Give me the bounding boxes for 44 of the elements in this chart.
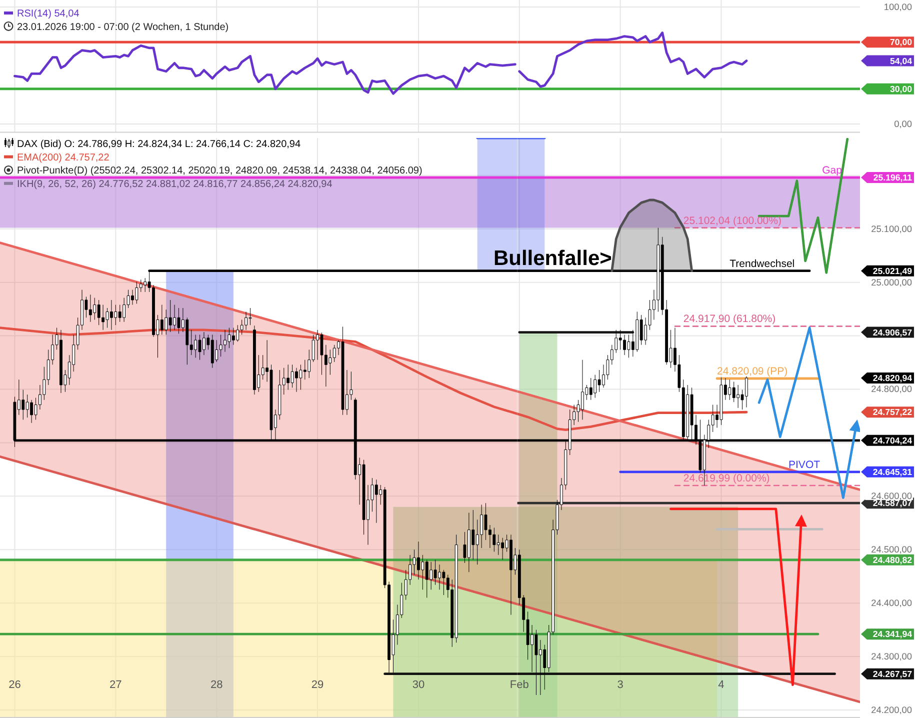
y-tick-label: 24.906,57	[872, 327, 912, 338]
annotation: 25.102,04 (100.00%)	[683, 214, 782, 227]
y-tick-label: 70,00	[890, 37, 912, 48]
y-tick-label: 24.757,22	[872, 407, 912, 418]
x-tick-label: 29	[311, 679, 324, 691]
y-tick-label: 25.000,00	[871, 277, 912, 288]
y-tick-label: 0,00	[894, 119, 912, 130]
annotation: Pivot-Punkte(D) (25502.24, 25302.14, 25020.19, 24820.09, 24538.14, 24338.04, 24056.09)	[17, 166, 422, 177]
y-tick-label: 24.200,00	[871, 704, 912, 715]
y-tick-label: 30,00	[890, 84, 912, 94]
y-tick-label: 25.021,49	[872, 266, 912, 276]
x-tick-label: Feb	[510, 679, 529, 691]
x-tick-label: 30	[412, 679, 425, 691]
legend-label: DAX (Bid) O: 24.786,99 H: 24.824,34 L: 24.766,14 C: 24.820,94	[17, 139, 301, 150]
y-tick-label: 24.267,57	[872, 668, 912, 679]
y-tick-label: 25.196,11	[873, 172, 912, 182]
y-tick-label: 24.820,94	[872, 373, 912, 384]
y-tick-label: 24.600,00	[871, 491, 912, 502]
x-tick-label: 4	[718, 679, 724, 691]
y-tick-label: 24.800,00	[871, 384, 912, 394]
x-tick-label: 3	[617, 679, 624, 691]
annotation: 24.820,09 (PP)	[717, 366, 788, 378]
annotation: PIVOT	[788, 458, 821, 471]
y-tick-label: 24.400,00	[871, 598, 912, 608]
x-tick-label: 27	[110, 679, 122, 691]
legend-label: EMA(200) 24.757,22	[17, 152, 110, 164]
y-tick-label: 24.341,94	[872, 629, 912, 640]
x-tick-label: 28	[210, 679, 223, 691]
annotation: IKH(9, 26, 52, 26) 24.776,52 24.881,02 24.816,77 24.856,24 24.820,94	[17, 178, 333, 190]
y-tick-label: 25.100,00	[871, 224, 912, 234]
annotation: Gap	[822, 164, 842, 176]
annotation: 24.917,90 (61.80%)	[683, 313, 776, 326]
y-tick-label: 54,04	[890, 56, 912, 66]
y-tick-label: 24.704,24	[872, 435, 912, 446]
text: 23.01.2026 19:00 - 07:00 (2 Wochen, 1 Stunde)	[17, 22, 229, 33]
y-tick-label: 24.500,00	[871, 544, 912, 555]
legend-label: RSI(14) 54,04	[17, 8, 80, 20]
y-tick-label: 24.645,31	[872, 466, 912, 477]
y-tick-label: 24.480,82	[872, 554, 912, 565]
annotation: Trendwechsel	[730, 258, 795, 270]
annotation: Bullenfalle>	[493, 246, 612, 270]
x-tick-label: 26	[8, 679, 21, 691]
y-tick-label: 100,00	[884, 2, 912, 12]
y-tick-label: 24.300,00	[871, 652, 912, 662]
